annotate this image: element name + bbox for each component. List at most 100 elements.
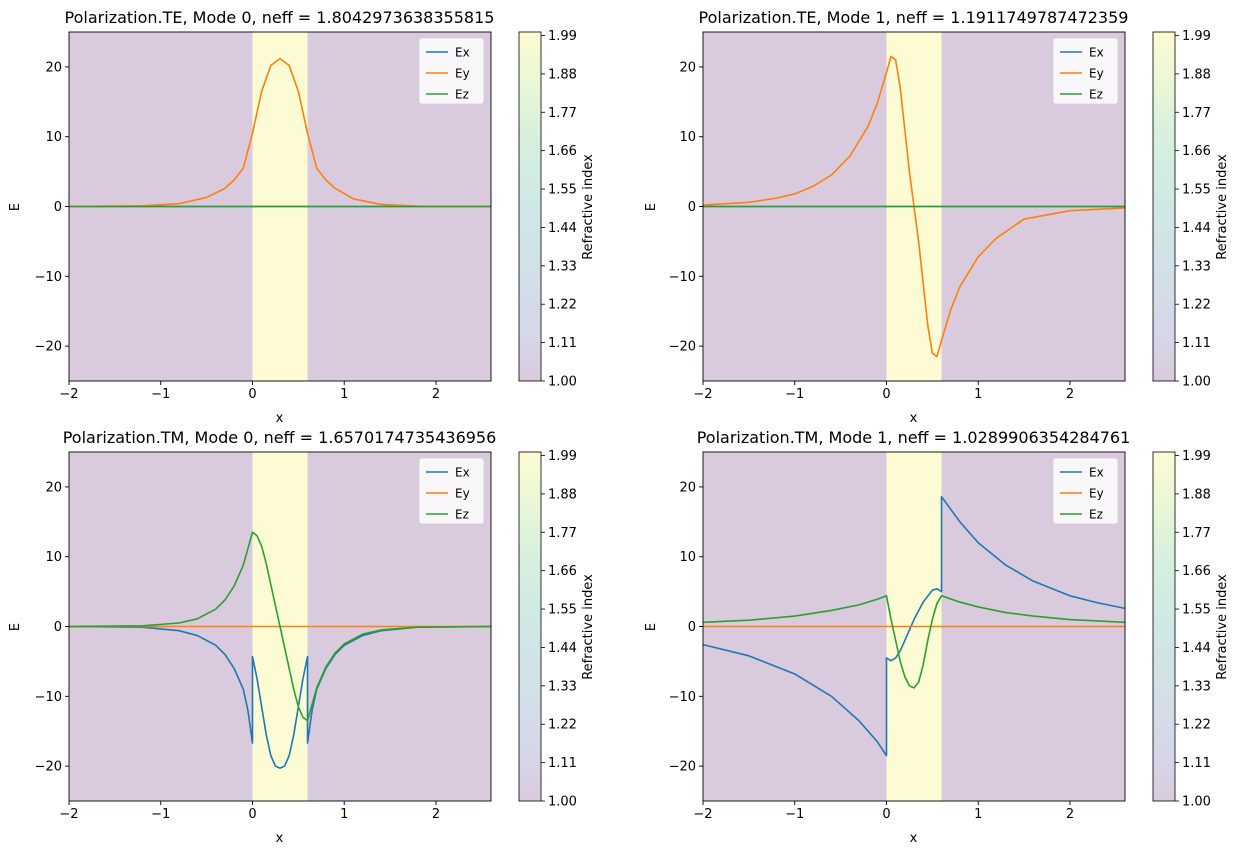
colorbar-tick-label: 1.99	[1182, 29, 1211, 44]
y-axis-label: E	[644, 203, 659, 211]
colorbar-tick-label: 1.33	[548, 259, 577, 274]
x-axis-label: x	[910, 831, 918, 846]
colorbar: 1.00 1.11 1.22 1.33 1.44 1.55 1.66 1.77 1.88 1.99	[1152, 29, 1211, 390]
colorbar-tick-label: 1.22	[548, 298, 577, 313]
chart-title: Polarization.TM, Mode 0, neff = 1.657017…	[63, 428, 497, 447]
x-tick-label: −1	[151, 387, 170, 402]
x-tick-label: 2	[432, 807, 440, 822]
colorbar-tick-label: 1.44	[548, 221, 577, 236]
legend: Ex Ey Ez	[1052, 37, 1119, 105]
colorbar-tick-label: 1.22	[1182, 298, 1211, 313]
colorbar-label: Refractive index	[581, 154, 596, 260]
colorbar-tick-label: 1.55	[548, 183, 577, 198]
x-tick-label: 2	[1066, 387, 1074, 402]
colorbar-tick-label: 1.66	[1182, 144, 1211, 159]
colorbar-tick-label: 1.33	[1182, 679, 1211, 694]
x-tick-label: −1	[151, 807, 170, 822]
legend-label: Ex	[455, 466, 470, 480]
colorbar-tick-label: 1.88	[1182, 487, 1211, 502]
colorbar-gradient	[1152, 451, 1176, 802]
y-axis-label: E	[8, 623, 23, 631]
x-tick-label: 1	[340, 387, 348, 402]
colorbar-tick-label: 1.11	[548, 756, 577, 771]
colorbar: 1.00 1.11 1.22 1.33 1.44 1.55 1.66 1.77 1.88 1.99	[1152, 449, 1211, 810]
colorbar-tick-label: 1.77	[548, 526, 577, 541]
legend-label: Ex	[1089, 46, 1104, 60]
colorbar-tick-label: 1.00	[548, 375, 577, 390]
x-axis-label: x	[276, 831, 284, 846]
legend-label: Ez	[1089, 88, 1103, 102]
colorbar-tick-label: 1.55	[1182, 183, 1211, 198]
x-tick-label: −1	[785, 387, 804, 402]
legend-box	[418, 37, 485, 105]
colorbar-tick-label: 1.55	[1182, 603, 1211, 618]
subplot-te-mode1: Polarization.TE, Mode 1, neff = 1.191174…	[644, 8, 1230, 426]
legend-box	[1052, 457, 1119, 525]
legend: Ex Ey Ez	[418, 37, 485, 105]
subplot-te-mode0: Polarization.TE, Mode 0, neff = 1.804297…	[8, 8, 596, 426]
colorbar-gradient	[1152, 31, 1176, 382]
colorbar-tick-label: 1.88	[548, 67, 577, 82]
colorbar-tick-label: 1.66	[548, 144, 577, 159]
colorbar-tick-label: 1.88	[548, 487, 577, 502]
colorbar-gradient	[518, 31, 542, 382]
series-line-ez	[702, 594, 1126, 689]
colorbar-tick-label: 1.99	[548, 29, 577, 44]
legend-label: Ez	[455, 508, 469, 522]
series-line-ey	[68, 57, 492, 208]
legend-box	[1052, 37, 1119, 105]
y-tick-label: 10	[45, 130, 62, 145]
y-axis-label: E	[8, 203, 23, 211]
x-tick-label: −1	[785, 807, 804, 822]
colorbar-tick-label: 1.77	[1182, 526, 1211, 541]
y-tick-label: 0	[688, 620, 696, 635]
colorbar-tick-label: 1.00	[1182, 795, 1211, 810]
colorbar-tick-label: 1.00	[548, 795, 577, 810]
legend-label: Ey	[455, 67, 470, 81]
colorbar-tick-label: 1.77	[1182, 106, 1211, 121]
y-tick-label: 10	[679, 130, 696, 145]
series-line-ey	[702, 55, 1126, 358]
x-tick-label: 1	[974, 387, 982, 402]
colorbar-tick-label: 1.11	[1182, 336, 1211, 351]
colorbar-tick-label: 1.44	[548, 641, 577, 656]
x-tick-label: −2	[59, 387, 78, 402]
colorbar-tick-label: 1.55	[548, 603, 577, 618]
colorbar-tick-label: 1.44	[1182, 641, 1211, 656]
colorbar-label: Refractive index	[581, 574, 596, 680]
colorbar-tick-label: 1.99	[1182, 449, 1211, 464]
x-axis-label: x	[276, 411, 284, 426]
x-axis-label: x	[910, 411, 918, 426]
x-tick-label: 0	[882, 807, 890, 822]
y-tick-label: −10	[669, 270, 696, 285]
colorbar-tick-label: 1.66	[1182, 564, 1211, 579]
y-tick-label: −20	[669, 760, 696, 775]
x-tick-label: 0	[248, 807, 256, 822]
legend: Ex Ey Ez	[1052, 457, 1119, 525]
colorbar: 1.00 1.11 1.22 1.33 1.44 1.55 1.66 1.77 1.88 1.99	[518, 29, 577, 390]
y-tick-label: −20	[669, 340, 696, 355]
y-tick-label: −20	[35, 760, 62, 775]
y-tick-label: 20	[45, 60, 62, 75]
colorbar-tick-label: 1.00	[1182, 375, 1211, 390]
x-tick-label: 1	[340, 807, 348, 822]
legend: Ex Ey Ez	[418, 457, 485, 525]
colorbar-tick-label: 1.44	[1182, 221, 1211, 236]
series-line-ex	[702, 495, 1126, 757]
subplot-tm-mode1: Polarization.TM, Mode 1, neff = 1.028990…	[644, 428, 1230, 846]
colorbar: 1.00 1.11 1.22 1.33 1.44 1.55 1.66 1.77 1.88 1.99	[518, 449, 577, 810]
colorbar-tick-label: 1.66	[548, 564, 577, 579]
y-tick-label: 20	[679, 60, 696, 75]
y-tick-label: 0	[54, 620, 62, 635]
colorbar-tick-label: 1.22	[548, 718, 577, 733]
y-tick-label: 20	[45, 480, 62, 495]
colorbar-tick-label: 1.22	[1182, 718, 1211, 733]
chart-title: Polarization.TE, Mode 1, neff = 1.191174…	[699, 8, 1129, 27]
subplot-tm-mode0: Polarization.TM, Mode 0, neff = 1.657017…	[8, 428, 596, 846]
x-tick-label: 1	[974, 807, 982, 822]
x-tick-label: 0	[248, 387, 256, 402]
colorbar-label: Refractive index	[1215, 574, 1230, 680]
x-tick-label: 2	[432, 387, 440, 402]
y-tick-label: −10	[35, 270, 62, 285]
